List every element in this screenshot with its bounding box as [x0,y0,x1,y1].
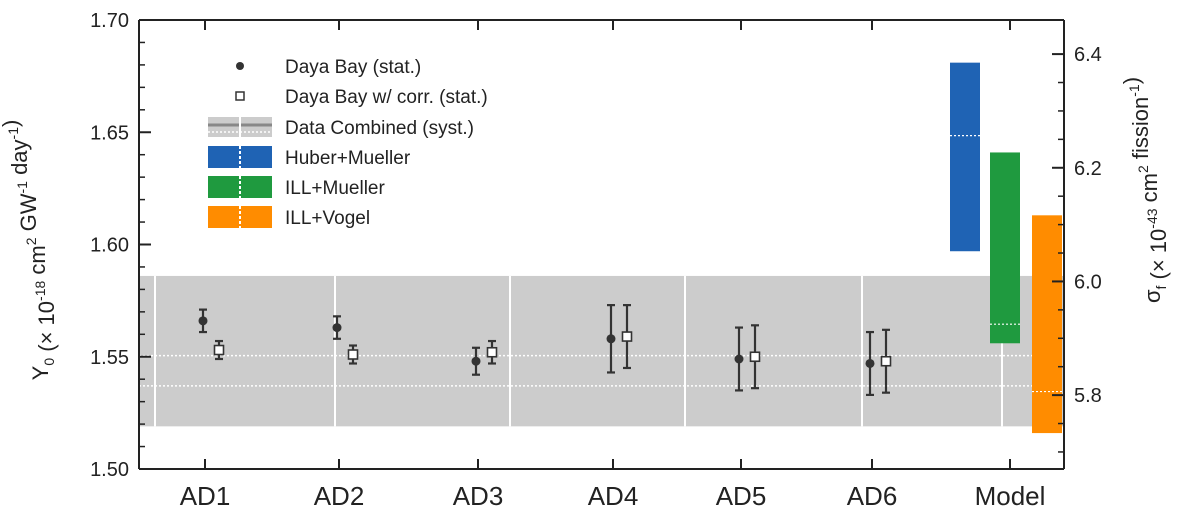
axis-label-part: 0 [41,358,57,366]
axis-label-part: -1 [14,181,30,194]
axis-label-part: 2 [23,237,39,245]
marker-filled-circle [198,316,208,326]
data-points-layer [198,304,892,397]
systematic-band-layer [139,275,1064,427]
legend-label: ILL+Vogel [285,208,370,229]
data-point-1-5 [880,328,892,394]
legend-label: Daya Bay w/ corr. (stat.) [285,87,488,108]
axis-label-part: -1 [5,127,21,140]
y-tick-label-left: 1.70 [90,10,129,32]
legend-label: Huber+Mueller [285,148,411,169]
legend-item-1: Daya Bay w/ corr. (stat.) [235,87,488,108]
y-tick-label-left: 1.55 [90,347,129,369]
axis-label-part: day [7,139,32,181]
data-point-1-4 [749,324,761,390]
data-point-0-3 [606,304,616,374]
data-point-0-5 [865,330,875,397]
y-tick-label-right: 6.0 [1074,271,1102,293]
data-combined-band [139,275,1064,427]
x-tick-label: AD5 [716,481,767,511]
y-tick-label-left: 1.50 [90,459,129,481]
x-tick-label: AD4 [588,481,639,511]
axis-label-part: -1 [1126,84,1142,97]
data-point-0-4 [734,326,744,392]
axis-label-part: 2 [1135,165,1151,173]
y-tick-label-right: 6.4 [1074,44,1102,66]
data-point-0-1 [332,315,342,340]
legend-label: Daya Bay (stat.) [285,57,421,78]
marker-filled-circle [606,334,616,344]
axis-label-part: ) [0,120,23,127]
marker-open-square [347,349,359,360]
axis-label-part: cm [1137,173,1162,208]
y-tick-label-left: 1.60 [90,235,129,257]
axis-label-part: (× 10 [1146,229,1171,286]
y-axis-label-right: σf (× 10-43 cm2 fission-1) [1119,77,1171,303]
legend: Daya Bay (stat.) Daya Bay w/ corr. (stat.… [208,57,488,229]
legend-label: Data Combined (syst.) [285,118,474,139]
legend-item-0: Daya Bay (stat.) [236,57,421,78]
model-bar-0 [950,62,980,252]
model-bars-layer [950,62,1062,434]
data-point-1-3 [621,304,633,370]
legend-label: ILL+Mueller [285,178,385,199]
x-tick-label: AD3 [453,481,504,511]
marker-filled-circle [865,358,875,368]
x-tick-label: AD1 [180,481,231,511]
axis-label-part: -43 [1144,208,1160,228]
marker-open-square [621,331,633,342]
legend-item-5: ILL+Vogel [208,206,370,229]
axis-label-part: ) [1119,77,1144,84]
x-tick-label: AD2 [314,481,365,511]
legend-item-4: ILL+Mueller [208,176,385,199]
legend-marker-circle [236,62,244,70]
y-axis-label-left: Y0 (× 10-18 cm2 GW-1 day-1) [0,120,59,381]
model-bar-1 [990,152,1020,344]
y-tick-label-right: 5.8 [1074,385,1102,407]
marker-filled-circle [734,354,744,364]
axis-label-part: -18 [32,281,48,301]
axis-label-part: f [1153,285,1169,289]
model-bar-2 [1032,215,1062,434]
y-tick-label-left: 1.65 [90,122,129,144]
axis-label-part: cm [25,245,50,280]
data-point-1-2 [486,339,498,365]
axis-label-part: σ [1140,289,1165,303]
x-tick-label: AD6 [847,481,898,511]
marker-open-square [749,351,761,363]
marker-open-square [213,344,225,356]
axis-label-part: GW [16,193,41,237]
legend-item-3: Huber+Mueller [208,146,411,169]
data-point-0-0 [198,308,208,334]
data-point-0-2 [471,346,481,376]
data-point-1-1 [347,344,359,365]
marker-filled-circle [332,323,342,333]
y-tick-label-right: 6.2 [1074,158,1102,180]
axes-layer: 1.50 1.55 1.60 1.65 1.70 5.8 6.0 6.2 6.4 AD1 AD2 AD… [90,10,1102,511]
marker-filled-circle [471,356,481,366]
marker-open-square [486,346,498,358]
legend-item-2: Data Combined (syst.) [208,117,474,139]
marker-open-square [880,355,892,367]
axis-label-part: fission [1128,97,1153,165]
x-tick-label: Model [975,481,1046,511]
axis-label-part: Y [28,365,53,380]
legend-marker-square [235,91,245,101]
data-point-1-0 [213,339,225,361]
axis-label-part: (× 10 [34,301,59,358]
